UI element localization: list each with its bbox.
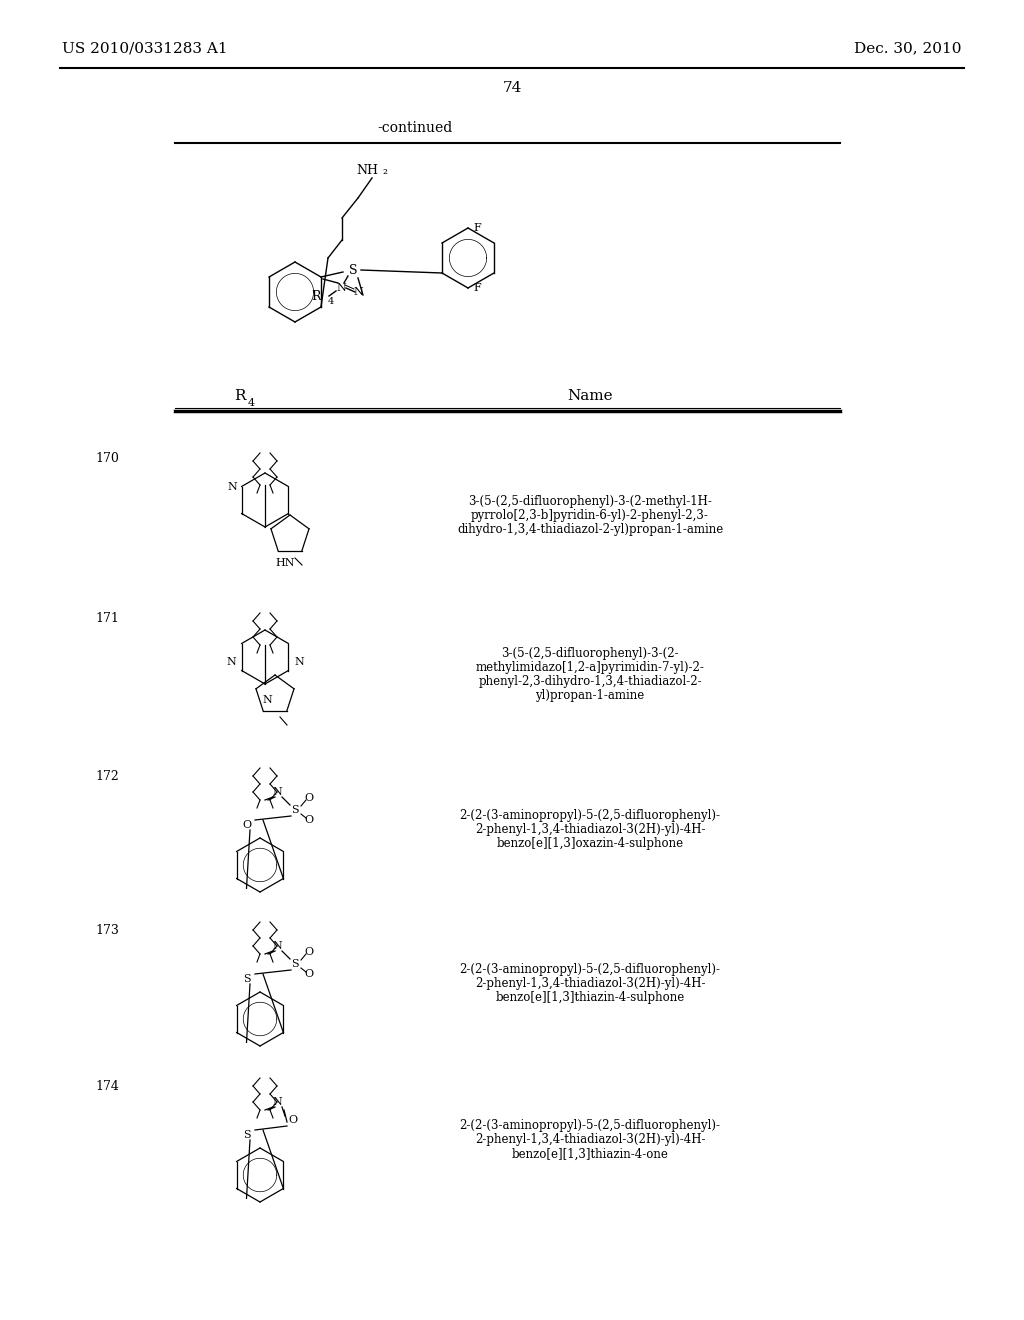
Text: N: N [272, 787, 282, 797]
Text: 2-(2-(3-aminopropyl)-5-(2,5-difluorophenyl)-: 2-(2-(3-aminopropyl)-5-(2,5-difluorophen… [460, 1119, 721, 1133]
Text: N: N [336, 282, 346, 293]
Text: N: N [226, 657, 236, 667]
Text: O: O [304, 793, 313, 803]
Text: S: S [291, 805, 299, 814]
Text: N: N [353, 286, 362, 297]
Text: N: N [272, 1097, 282, 1107]
Text: N: N [228, 482, 238, 491]
Text: 170: 170 [95, 451, 119, 465]
Text: F: F [473, 223, 480, 234]
Text: 4: 4 [248, 399, 255, 408]
Text: 2-(2-(3-aminopropyl)-5-(2,5-difluorophenyl)-: 2-(2-(3-aminopropyl)-5-(2,5-difluorophen… [460, 809, 721, 822]
Text: O: O [304, 814, 313, 825]
Text: O: O [243, 820, 252, 830]
Text: 3-(5-(2,5-difluorophenyl)-3-(2-: 3-(5-(2,5-difluorophenyl)-3-(2- [501, 648, 679, 660]
Text: R: R [234, 389, 246, 403]
Text: 174: 174 [95, 1080, 119, 1093]
Text: phenyl-2,3-dihydro-1,3,4-thiadiazol-2-: phenyl-2,3-dihydro-1,3,4-thiadiazol-2- [478, 676, 701, 689]
Text: N: N [272, 941, 282, 950]
Text: US 2010/0331283 A1: US 2010/0331283 A1 [62, 41, 227, 55]
Text: 172: 172 [95, 770, 119, 783]
Text: 171: 171 [95, 611, 119, 624]
Text: 2-(2-(3-aminopropyl)-5-(2,5-difluorophenyl)-: 2-(2-(3-aminopropyl)-5-(2,5-difluorophen… [460, 964, 721, 977]
Text: O: O [304, 946, 313, 957]
Text: O: O [289, 1115, 298, 1125]
Text: ₂: ₂ [382, 164, 387, 177]
Text: 4: 4 [328, 297, 334, 306]
Text: benzo[e][1,3]thiazin-4-sulphone: benzo[e][1,3]thiazin-4-sulphone [496, 991, 685, 1005]
Text: 74: 74 [503, 81, 521, 95]
Text: HN: HN [275, 558, 295, 568]
Text: N: N [262, 696, 272, 705]
Text: R: R [311, 289, 321, 302]
Text: 2-phenyl-1,3,4-thiadiazol-3(2H)-yl)-4H-: 2-phenyl-1,3,4-thiadiazol-3(2H)-yl)-4H- [475, 1134, 706, 1147]
Text: S: S [291, 960, 299, 969]
Text: yl)propan-1-amine: yl)propan-1-amine [536, 689, 645, 702]
Text: benzo[e][1,3]oxazin-4-sulphone: benzo[e][1,3]oxazin-4-sulphone [497, 837, 684, 850]
Text: 2-phenyl-1,3,4-thiadiazol-3(2H)-yl)-4H-: 2-phenyl-1,3,4-thiadiazol-3(2H)-yl)-4H- [475, 824, 706, 837]
Text: -continued: -continued [378, 121, 453, 135]
Text: benzo[e][1,3]thiazin-4-one: benzo[e][1,3]thiazin-4-one [512, 1147, 669, 1160]
Text: S: S [243, 974, 251, 983]
Text: S: S [349, 264, 357, 276]
Text: N: N [294, 657, 304, 667]
Text: 3-(5-(2,5-difluorophenyl)-3-(2-methyl-1H-: 3-(5-(2,5-difluorophenyl)-3-(2-methyl-1H… [468, 495, 712, 507]
Text: Dec. 30, 2010: Dec. 30, 2010 [854, 41, 962, 55]
Text: S: S [243, 1130, 251, 1140]
Text: methylimidazo[1,2-a]pyrimidin-7-yl)-2-: methylimidazo[1,2-a]pyrimidin-7-yl)-2- [475, 661, 705, 675]
Text: Name: Name [567, 389, 612, 403]
Text: NH: NH [356, 164, 378, 177]
Text: pyrrolo[2,3-b]pyridin-6-yl)-2-phenyl-2,3-: pyrrolo[2,3-b]pyridin-6-yl)-2-phenyl-2,3… [471, 508, 709, 521]
Text: 2-phenyl-1,3,4-thiadiazol-3(2H)-yl)-4H-: 2-phenyl-1,3,4-thiadiazol-3(2H)-yl)-4H- [475, 978, 706, 990]
Text: O: O [304, 969, 313, 979]
Text: 173: 173 [95, 924, 119, 936]
Text: dihydro-1,3,4-thiadiazol-2-yl)propan-1-amine: dihydro-1,3,4-thiadiazol-2-yl)propan-1-a… [457, 523, 723, 536]
Text: F: F [473, 282, 480, 293]
